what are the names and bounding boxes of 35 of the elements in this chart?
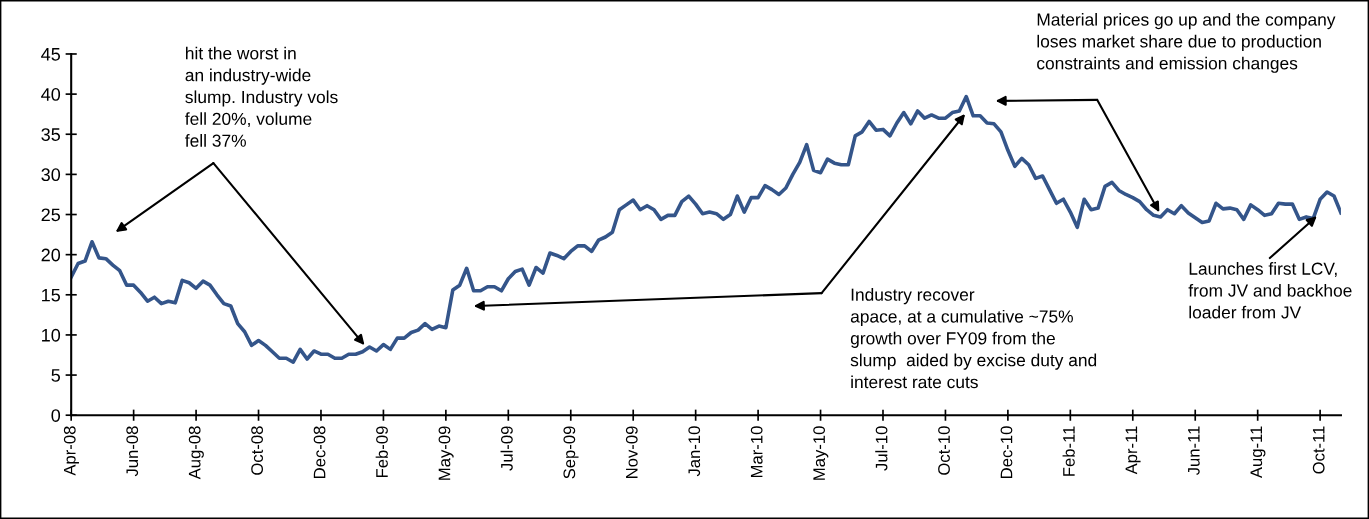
x-tick-label: Aug-11	[1250, 426, 1266, 479]
y-tick-label: 20	[41, 248, 61, 262]
x-tick-label: May-09	[438, 426, 454, 480]
x-tick-label: Feb-11	[1062, 426, 1075, 476]
x-tick-label: May-10	[813, 426, 829, 480]
x-tick-label: Jul-10	[875, 426, 888, 471]
x-tick-label: Dec-10	[1000, 426, 1013, 478]
y-tick-label: 0	[51, 409, 61, 422]
x-tick-label: Jan-10	[688, 426, 701, 477]
x-tick-label: Sep-09	[563, 426, 579, 479]
y-tick-label: 15	[42, 288, 61, 302]
x-tick-label: Mar-10	[750, 426, 763, 478]
x-tick-label: Feb-09	[375, 426, 388, 478]
x-tick-label: Apr-11	[1125, 426, 1141, 475]
x-tick-label: Jul-09	[500, 426, 513, 471]
y-tick-label: 10	[42, 328, 61, 342]
annotation: Launches first LCV, from JV and backhoe loader from JV	[1188, 262, 1352, 319]
annotation: hit the worst in an industry-wide slump. Industry vols fell 20%, volume fell 37%	[185, 46, 338, 147]
y-tick-label: 5	[51, 369, 61, 382]
x-tick-label: Aug-08	[188, 426, 204, 480]
y-tick-label: 40	[41, 88, 61, 101]
y-tick-label: 30	[41, 168, 61, 182]
annotation: Material prices go up and the company loses market share due to production constraints and emission changes	[1037, 12, 1336, 73]
x-tick-label: Oct-08	[251, 426, 263, 475]
x-tick-label: Nov-09	[625, 426, 638, 478]
x-tick-label: Jun-08	[126, 426, 139, 477]
y-tick-label: 45	[41, 48, 61, 61]
x-tick-label: Dec-08	[313, 426, 326, 478]
y-tick-label: 35	[41, 128, 61, 141]
x-tick-label: Apr-08	[63, 426, 79, 476]
annotation: Industry recover apace, at a cumulative ~75% growth over FY09 from the slump aided by excise duty and interest rate cuts	[850, 288, 1097, 389]
x-tick-label: Oct-11	[1312, 426, 1325, 474]
x-tick-label: Jun-11	[1188, 426, 1200, 476]
y-tick-label: 25	[41, 208, 61, 222]
x-tick-label: Oct-10	[938, 426, 950, 475]
